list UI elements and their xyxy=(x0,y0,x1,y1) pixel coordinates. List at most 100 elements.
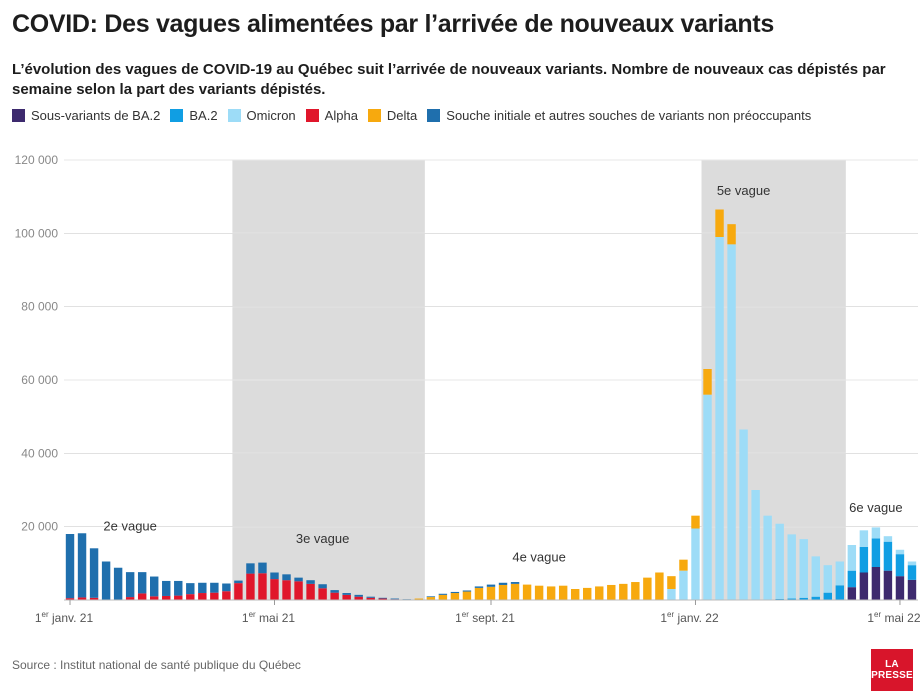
legend-item: Sous-variants de BA.2 xyxy=(12,108,160,123)
bar-segment xyxy=(426,596,436,598)
bar-segment xyxy=(486,586,496,600)
legend-item: Omicron xyxy=(227,108,296,123)
bar-segment xyxy=(679,559,688,571)
bar-segment xyxy=(907,561,917,566)
legend-swatch xyxy=(427,109,441,122)
legend-swatch xyxy=(227,109,241,122)
wave-label: 3e vague xyxy=(296,531,350,546)
bar-segment xyxy=(895,549,905,555)
bar-segment xyxy=(847,587,857,600)
wave-label: 6e vague xyxy=(849,500,903,515)
bar-segment xyxy=(77,533,87,598)
bar-segment xyxy=(775,598,784,600)
bar-segment xyxy=(198,593,207,600)
la-presse-logo: LA PRESSE xyxy=(871,649,913,691)
bar-segment xyxy=(883,570,893,600)
bar-segment xyxy=(607,584,616,600)
bar-segment xyxy=(366,596,375,598)
legend-item: Delta xyxy=(367,108,418,123)
legend-label: BA.2 xyxy=(189,108,218,123)
bar-segment xyxy=(378,598,387,600)
bar-segment xyxy=(462,590,472,592)
bar-segment xyxy=(390,598,399,600)
bar-segment xyxy=(210,592,219,600)
bar-segment xyxy=(258,562,267,574)
bar-segment xyxy=(907,565,917,580)
bar-segment xyxy=(65,598,75,600)
bar-segment xyxy=(162,580,171,596)
bar-segment xyxy=(883,536,893,542)
legend-item: Alpha xyxy=(305,108,358,123)
bar-segment xyxy=(835,585,845,600)
bar-segment xyxy=(763,515,772,600)
bar-segment xyxy=(775,523,784,599)
bar-segment xyxy=(150,596,159,600)
bar-segment xyxy=(294,577,303,582)
x-tick-label: 1er janv. 21 xyxy=(35,610,94,625)
legend-item: Souche initiale et autres souches de var… xyxy=(427,108,811,123)
legend-label: Sous-variants de BA.2 xyxy=(31,108,161,123)
bar-segment xyxy=(174,580,183,596)
bar-segment xyxy=(150,576,159,597)
bar-segment xyxy=(715,209,724,237)
bar-segment xyxy=(510,583,520,600)
bar-segment xyxy=(137,593,147,600)
bar-segment xyxy=(186,583,195,595)
bar-segment xyxy=(89,597,99,600)
bar-segment xyxy=(210,582,219,593)
bar-segment xyxy=(811,596,820,600)
bar-segment xyxy=(823,592,832,600)
legend-label: Alpha xyxy=(324,108,358,123)
logo-line-1: LA xyxy=(885,659,899,670)
bar-segment xyxy=(787,534,796,599)
legend-label: Souche initiale et autres souches de var… xyxy=(446,108,812,123)
legend: Sous-variants de BA.2 BA.2 Omicron Alpha Del… xyxy=(12,108,821,123)
bar-segment xyxy=(811,556,820,597)
bar-segment xyxy=(619,583,628,600)
bar-segment xyxy=(486,584,496,587)
bar-segment xyxy=(330,590,339,593)
bar-segment xyxy=(534,585,544,600)
bar-segment xyxy=(727,224,736,245)
bar-segment xyxy=(234,583,243,600)
bar-segment xyxy=(847,545,857,571)
bar-segment xyxy=(895,554,905,577)
bar-segment xyxy=(522,584,532,600)
bar-segment xyxy=(859,572,869,600)
bar-segment xyxy=(739,429,748,600)
bar-segment xyxy=(282,574,291,581)
y-tick-label: 20 000 xyxy=(21,520,58,534)
bar-segment xyxy=(222,591,231,600)
bar-segment xyxy=(847,570,857,588)
bar-segment xyxy=(667,589,676,600)
bar-segment xyxy=(558,585,568,600)
bar-segment xyxy=(246,563,255,574)
y-tick-label: 80 000 xyxy=(21,300,58,314)
bar-segment xyxy=(438,594,448,600)
legend-label: Delta xyxy=(386,108,418,123)
legend-swatch xyxy=(12,109,25,122)
bar-segment xyxy=(65,534,75,599)
bar-segment xyxy=(799,539,808,598)
bar-segment xyxy=(426,597,436,600)
y-tick-label: 40 000 xyxy=(21,446,58,460)
bar-segment xyxy=(306,583,315,600)
y-tick-label: 100 000 xyxy=(15,226,59,240)
bar-segment xyxy=(342,594,351,600)
wave-label: 5e vague xyxy=(717,183,771,198)
bar-segment xyxy=(246,573,255,600)
bar-segment xyxy=(510,582,520,584)
bar-segment xyxy=(691,528,700,600)
bar-segment xyxy=(222,583,231,592)
bar-segment xyxy=(186,594,195,600)
bar-segment xyxy=(414,598,424,600)
bar-segment xyxy=(270,572,279,580)
bar-segment xyxy=(258,573,267,600)
bar-segment xyxy=(474,587,484,600)
bar-segment xyxy=(871,527,881,539)
bar-segment xyxy=(162,595,171,600)
bar-segment xyxy=(306,580,315,584)
bar-segment xyxy=(883,541,893,571)
bar-segment xyxy=(450,591,460,594)
bar-segment xyxy=(113,567,123,600)
